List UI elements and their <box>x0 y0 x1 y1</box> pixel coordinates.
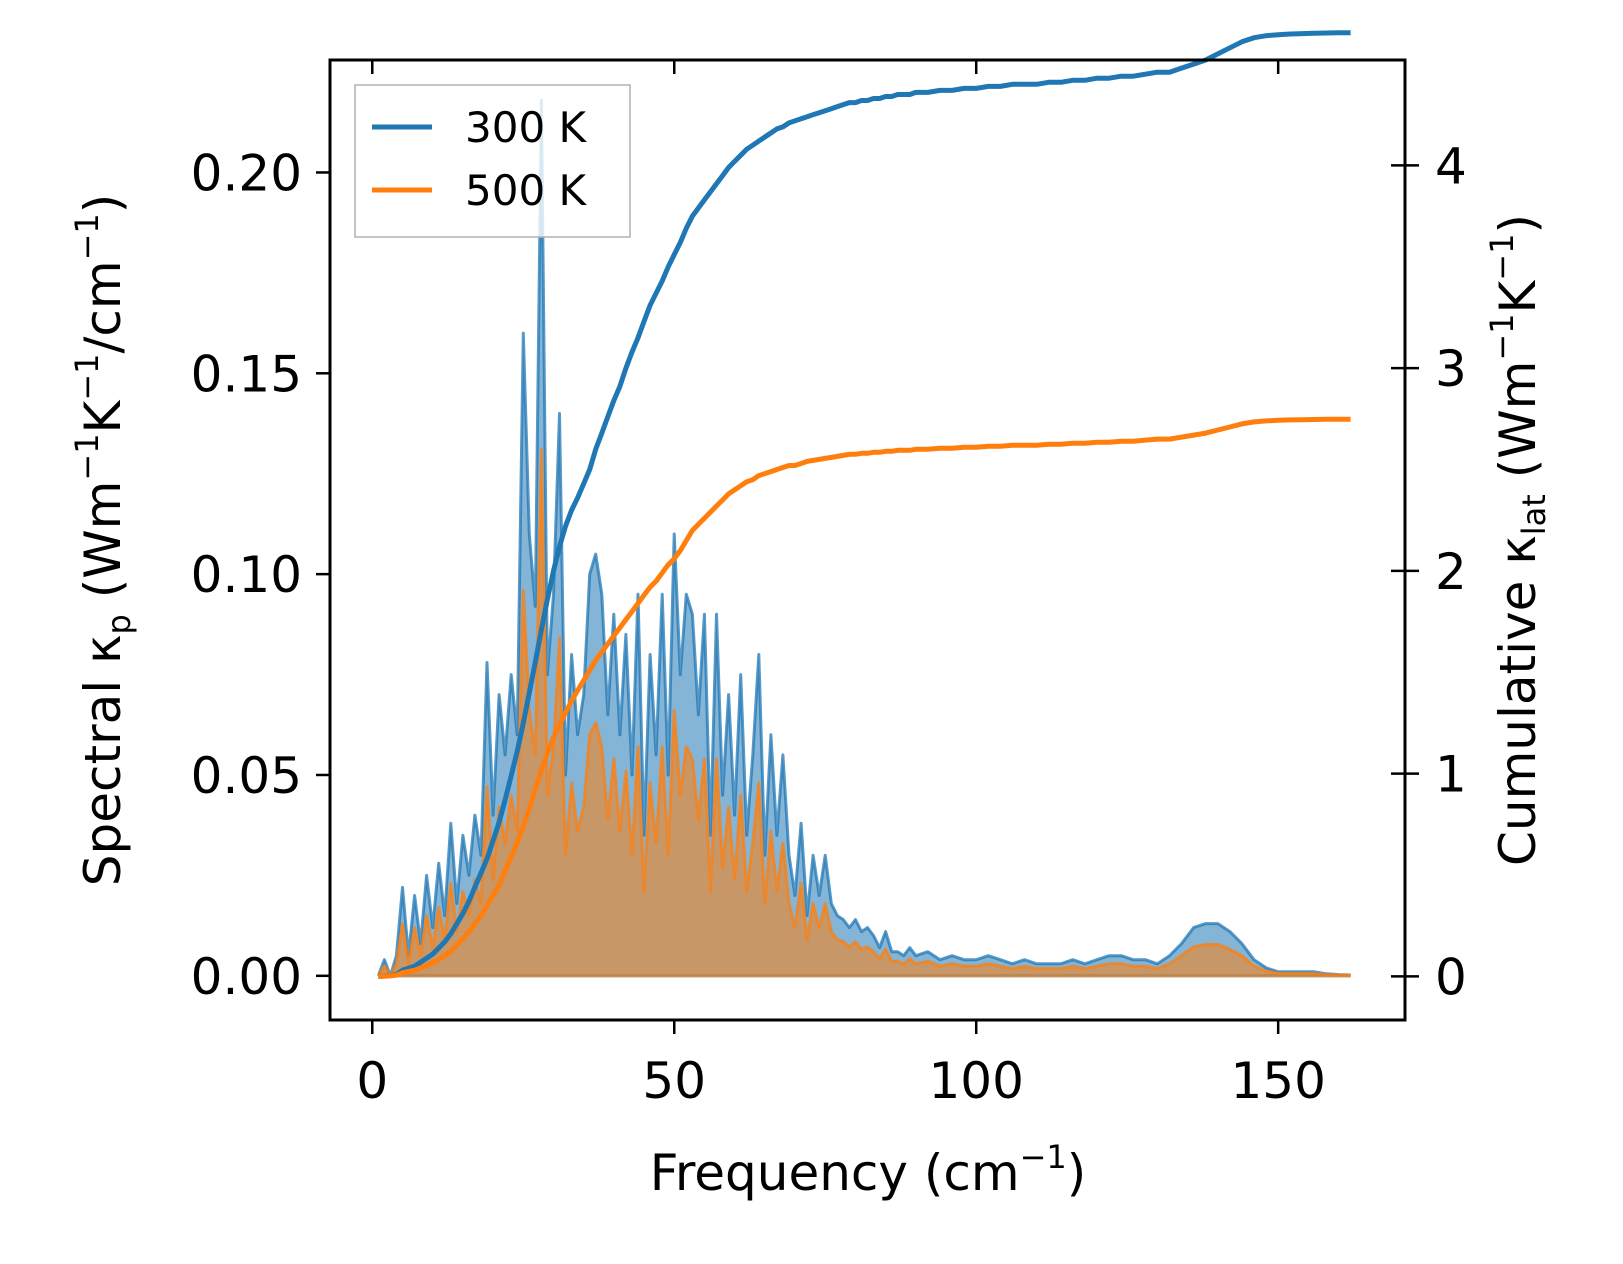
x-tick-label: 150 <box>1230 1052 1325 1110</box>
y-left-axis-label: Spectral κp (Wm−1K−1/cm−1) <box>68 194 138 887</box>
y-left-axis-ticks: 0.00 0.05 0.10 0.15 0.20 <box>191 144 330 1006</box>
y-right-axis-ticks: 0 1 2 3 4 <box>1391 137 1467 1006</box>
x-axis-label: Frequency (cm−1) <box>650 1138 1087 1202</box>
spectral-line-500k <box>377 448 1351 978</box>
y-left-tick-label: 0.00 <box>191 948 302 1006</box>
x-axis-ticks: 0 50 100 150 <box>356 60 1326 1110</box>
cumulative-lines <box>378 30 1351 979</box>
spectral-fill-300k <box>378 100 1351 976</box>
y-left-tick-label: 0.15 <box>191 345 302 403</box>
plot-frame <box>328 58 1407 1022</box>
legend-box <box>354 84 631 238</box>
legend-label-300k: 300 K <box>465 103 588 152</box>
y-left-tick-label: 0.05 <box>191 747 302 805</box>
y-right-tick-label: 2 <box>1435 543 1467 601</box>
y-right-tick-label: 0 <box>1435 948 1467 1006</box>
cumulative-line-300k <box>378 30 1351 979</box>
y-right-tick-label: 3 <box>1435 340 1467 398</box>
y-left-tick-label: 0.20 <box>191 144 302 202</box>
y-left-tick-label: 0.10 <box>191 546 302 604</box>
spectral-fill-500k <box>378 449 1351 976</box>
y-right-axis-label: Cumulative κlat (Wm−1K−1) <box>1483 214 1553 866</box>
spectral-fill-areas <box>378 100 1351 976</box>
legend: 300 K 500 K <box>354 84 631 238</box>
y-right-tick-label: 4 <box>1435 137 1467 195</box>
x-tick-label: 50 <box>642 1052 706 1110</box>
legend-label-500k: 500 K <box>465 166 588 215</box>
spectral-lines <box>376 98 1351 978</box>
x-tick-label: 0 <box>356 1052 388 1110</box>
cumulative-line-500k <box>378 416 1351 979</box>
x-tick-label: 100 <box>928 1052 1023 1110</box>
y-right-tick-label: 1 <box>1435 746 1467 804</box>
spectral-line-300k <box>376 98 1351 978</box>
